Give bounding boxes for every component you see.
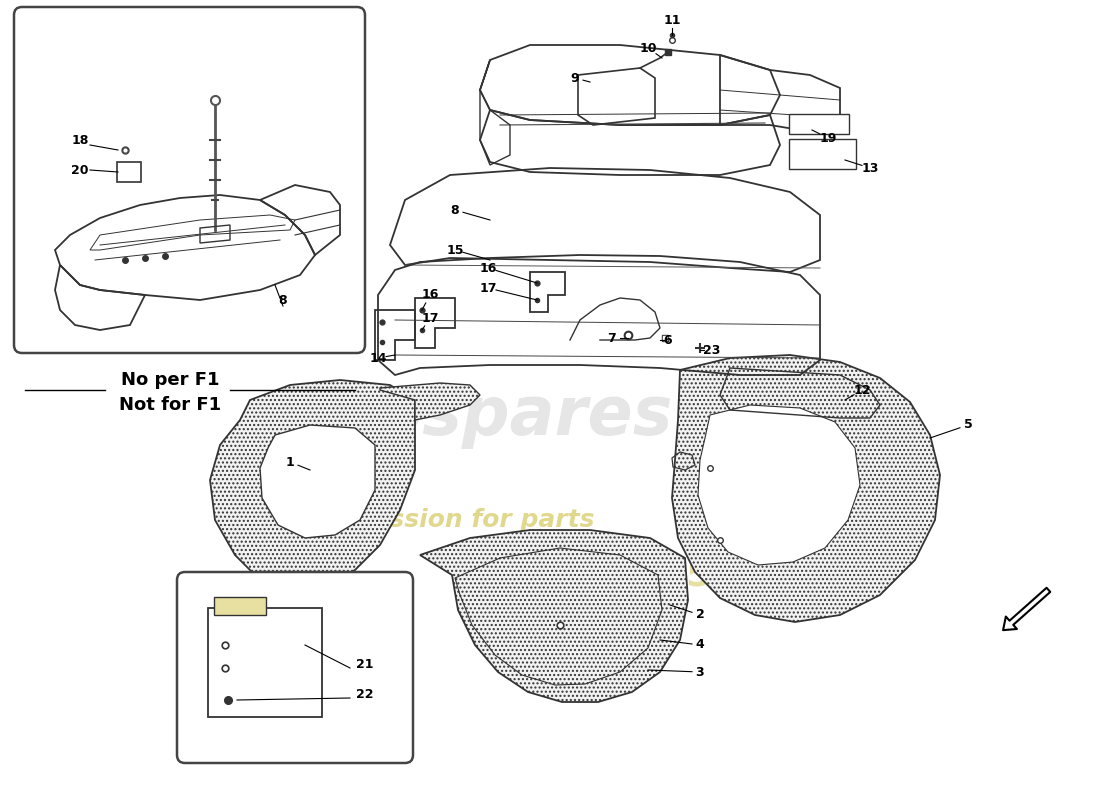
Text: a passion for parts: a passion for parts (329, 508, 595, 532)
Text: 2: 2 (695, 609, 704, 622)
FancyBboxPatch shape (789, 114, 849, 134)
Polygon shape (260, 425, 375, 538)
FancyBboxPatch shape (14, 7, 365, 353)
Text: 8: 8 (451, 203, 460, 217)
Text: 11: 11 (663, 14, 681, 26)
Text: 6: 6 (663, 334, 672, 346)
Text: 19: 19 (820, 131, 837, 145)
FancyBboxPatch shape (117, 162, 141, 182)
Text: 23: 23 (703, 343, 720, 357)
Polygon shape (379, 383, 480, 420)
Text: 7: 7 (607, 331, 616, 345)
Text: 51985: 51985 (685, 559, 811, 593)
Text: 18: 18 (72, 134, 89, 146)
FancyBboxPatch shape (177, 572, 412, 763)
Polygon shape (210, 380, 415, 590)
Polygon shape (698, 405, 860, 565)
Text: 4: 4 (695, 638, 704, 651)
Text: Not for F1: Not for F1 (119, 396, 221, 414)
Text: 17: 17 (480, 282, 497, 294)
Text: 13: 13 (861, 162, 879, 174)
Text: eurospares: eurospares (251, 383, 673, 449)
Text: 20: 20 (72, 163, 89, 177)
Text: No per F1: No per F1 (121, 371, 219, 389)
Polygon shape (420, 530, 688, 702)
Text: 12: 12 (854, 383, 871, 397)
Text: 5: 5 (964, 418, 972, 431)
Text: 9: 9 (571, 71, 580, 85)
Text: 1: 1 (286, 455, 295, 469)
FancyBboxPatch shape (208, 608, 322, 717)
FancyBboxPatch shape (214, 597, 266, 615)
Text: 16: 16 (480, 262, 497, 274)
Text: 8: 8 (278, 294, 287, 306)
Text: 16: 16 (421, 289, 439, 302)
FancyBboxPatch shape (789, 139, 856, 169)
Text: 15: 15 (447, 243, 464, 257)
Text: 17: 17 (421, 311, 439, 325)
Text: 14: 14 (370, 351, 387, 365)
Polygon shape (672, 355, 940, 622)
Text: 22: 22 (356, 688, 374, 701)
Text: 3: 3 (695, 666, 704, 678)
Text: 10: 10 (639, 42, 657, 54)
Text: 21: 21 (356, 658, 374, 671)
